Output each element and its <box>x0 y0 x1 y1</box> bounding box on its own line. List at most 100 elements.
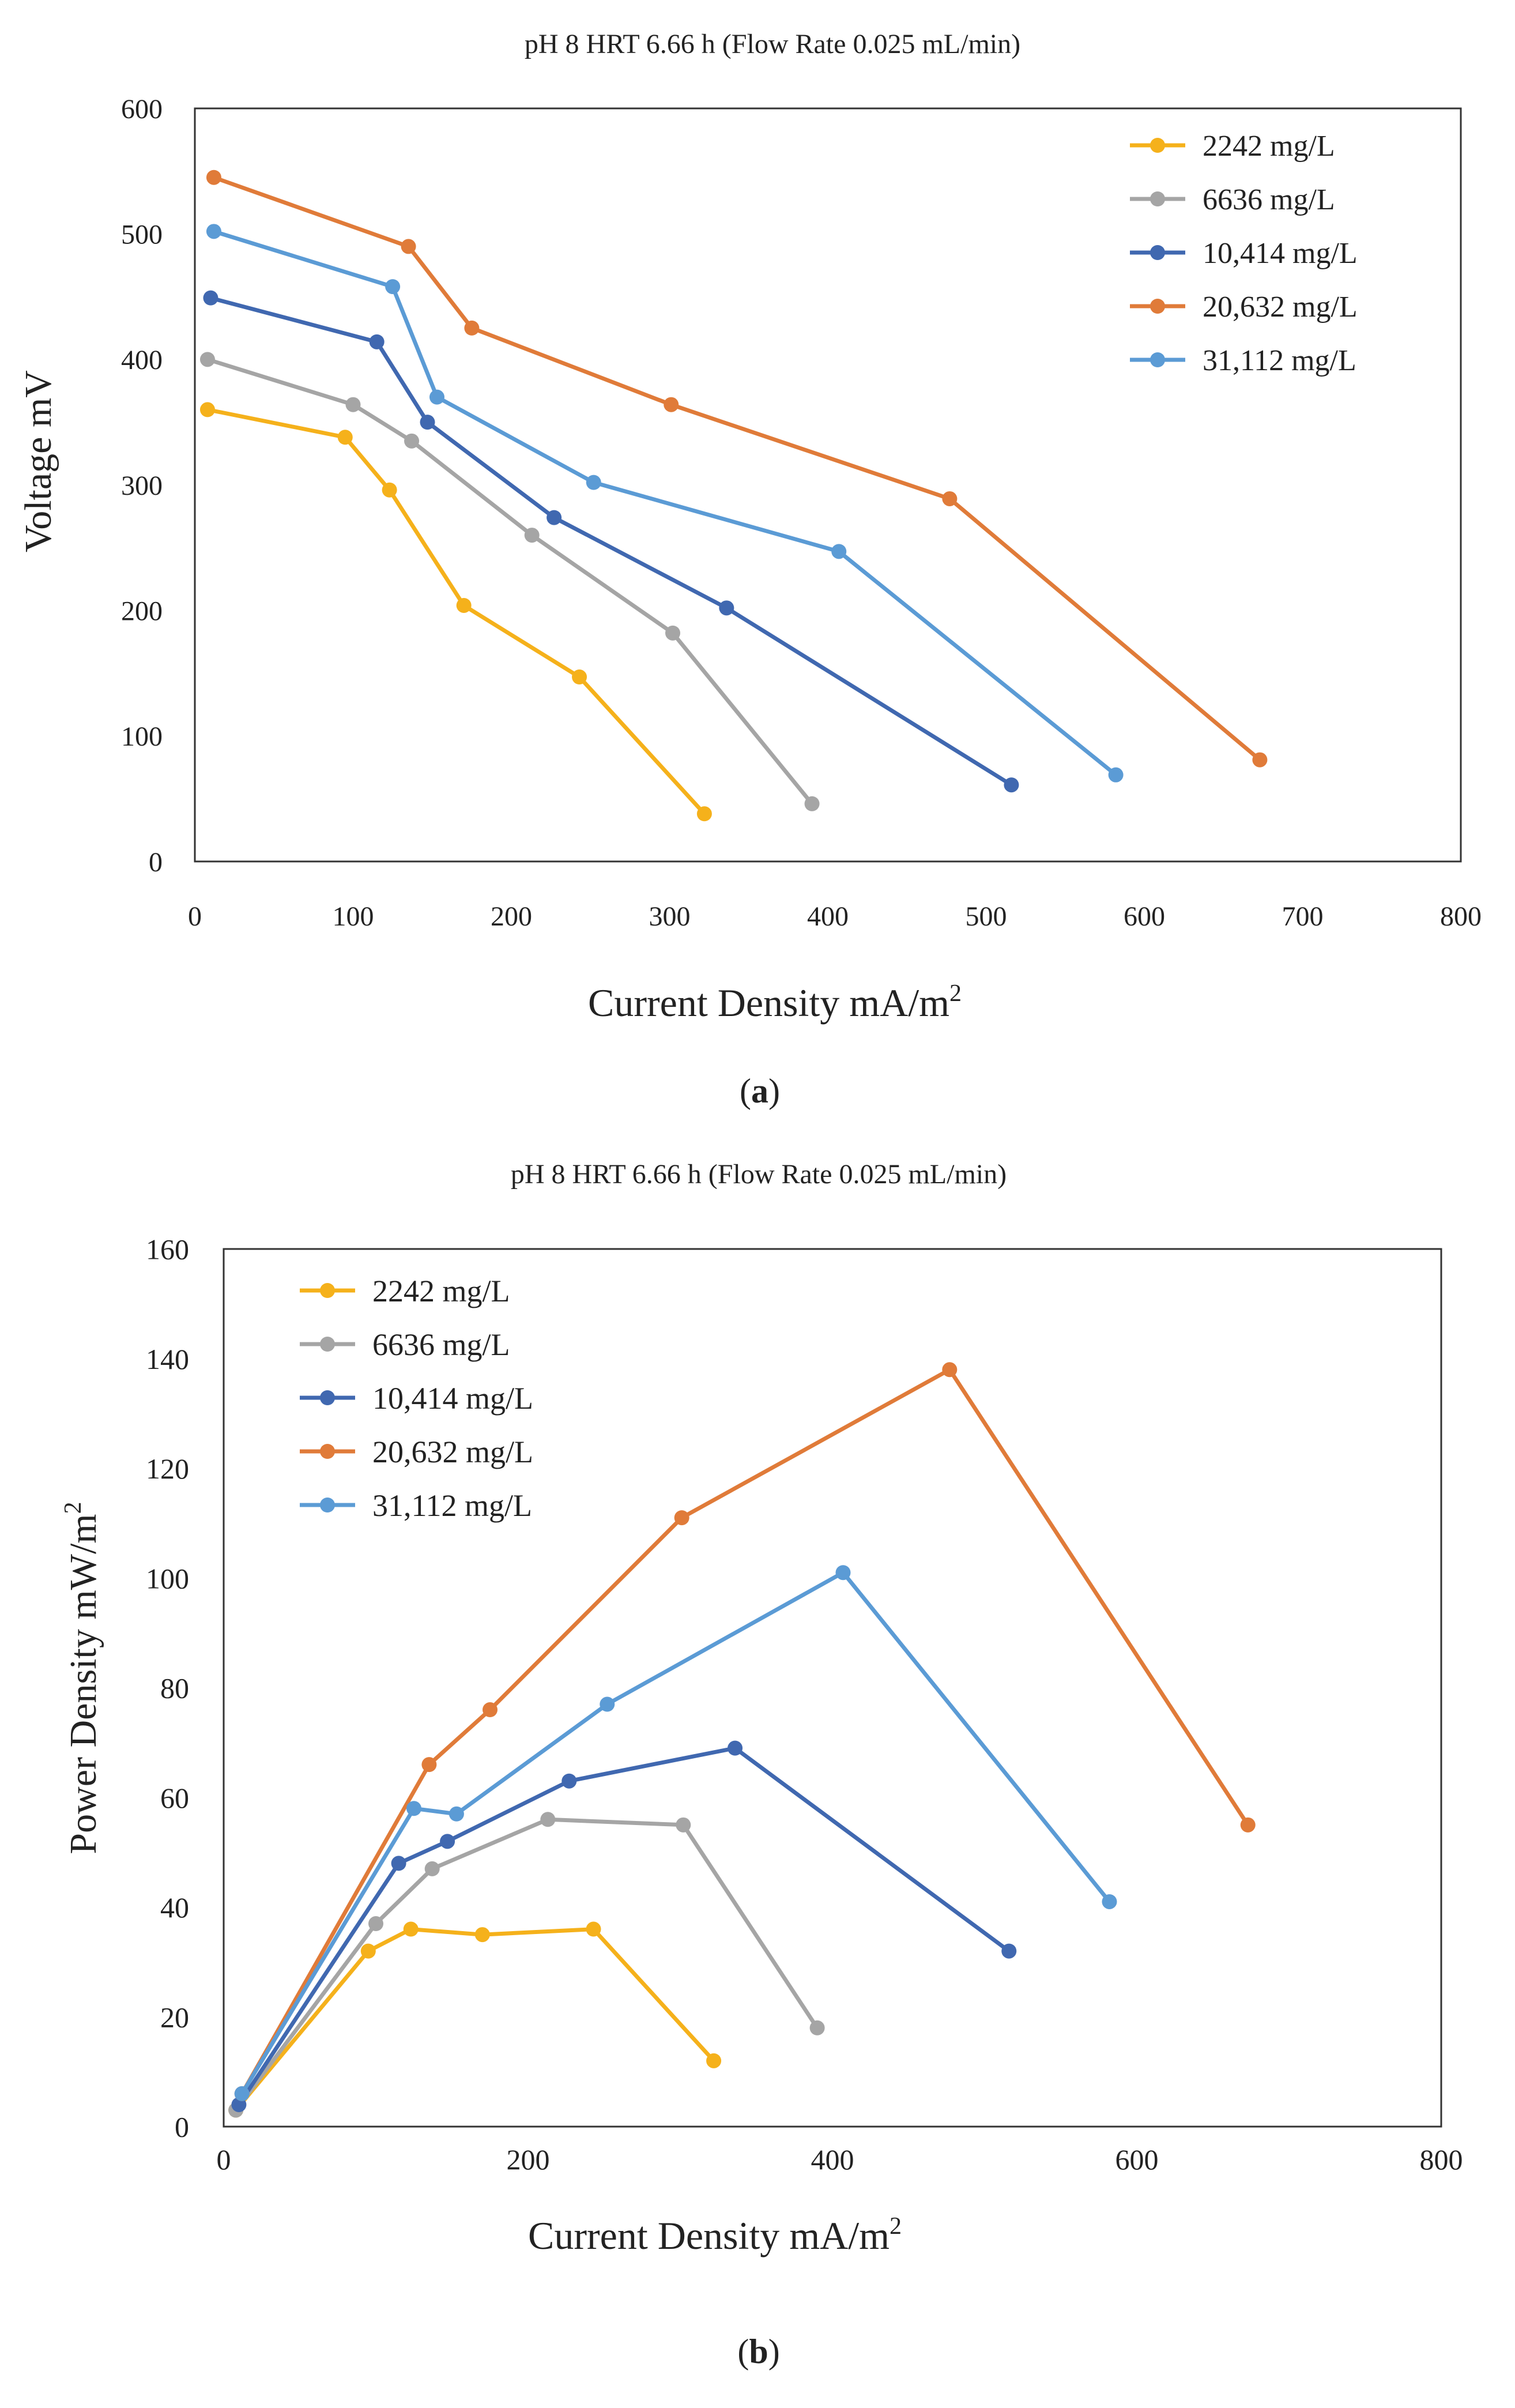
panel-a-chart: pH 8 HRT 6.66 h (Flow Rate 0.025 mL/min)… <box>17 29 1482 1110</box>
panel-a-legend-marker-6636-mg-l <box>1150 191 1165 206</box>
panel-a-data-point-20-632-mg-l <box>1252 752 1268 767</box>
panel-a-x-tick-label: 0 <box>188 901 202 932</box>
panel-b-x-tick-label: 400 <box>811 2143 854 2176</box>
panel-a-x-tick-label: 300 <box>649 901 691 932</box>
panel-a-x-tick-label: 100 <box>333 901 374 932</box>
panel-b-y-tick-label: 0 <box>175 2111 189 2143</box>
panel-a-x-tick-label: 200 <box>491 901 532 932</box>
panel-a-data-point-20-632-mg-l <box>206 170 221 185</box>
panel-a-legend-marker-10-414-mg-l <box>1150 245 1165 260</box>
panel-b-title: pH 8 HRT 6.66 h (Flow Rate 0.025 mL/min) <box>511 1159 1007 1190</box>
panel-b-x-tick-label: 200 <box>507 2143 550 2176</box>
panel-a-data-point-10-414-mg-l <box>369 334 385 349</box>
panel-a-data-point-31-112-mg-l <box>206 224 221 239</box>
panel-a-legend-marker-20-632-mg-l <box>1150 299 1165 314</box>
panel-a-legend-marker-31-112-mg-l <box>1150 352 1165 367</box>
panel-b-y-tick-label: 20 <box>160 2001 189 2033</box>
panel-b-label-letter: b <box>749 2332 768 2371</box>
panel-b-data-point-10-414-mg-l <box>440 1834 455 1849</box>
panel-a-x-axis-label-text: Current Density mA/m <box>588 981 949 1025</box>
panel-b-x-tick-label: 0 <box>217 2143 231 2176</box>
panel-a-data-point-2242-mg-l <box>337 430 353 445</box>
panel-b-y-axis-label-superscript: 2 <box>60 1502 86 1514</box>
panel-a-data-point-10-414-mg-l <box>547 510 562 525</box>
panel-b-x-tick-label: 800 <box>1420 2143 1463 2176</box>
panel-b-data-point-2242-mg-l <box>586 1921 601 1937</box>
panel-a-series-group <box>199 170 1268 822</box>
panel-b-legend-marker-10-414-mg-l <box>320 1390 335 1405</box>
panel-b-x-axis-label: Current Density mA/m2 <box>528 2213 902 2258</box>
panel-b-data-point-2242-mg-l <box>360 1943 376 1959</box>
panel-a-data-point-10-414-mg-l <box>1004 777 1019 793</box>
panel-b-data-point-31-112-mg-l <box>234 2086 250 2101</box>
panel-a-data-point-31-112-mg-l <box>385 279 401 295</box>
panel-b-series-line-2242-mg-l <box>233 1927 716 2112</box>
panel-a-series-line-10-414-mg-l <box>208 296 1013 787</box>
panel-b-data-point-10-414-mg-l <box>728 1740 743 1756</box>
panel-a-data-point-6636-mg-l <box>804 796 820 811</box>
panel-a-data-point-2242-mg-l <box>382 482 397 498</box>
panel-b-legend-marker-6636-mg-l <box>320 1337 335 1352</box>
panel-a-x-tick-label: 400 <box>807 901 849 932</box>
panel-a-data-point-31-112-mg-l <box>429 389 444 405</box>
panel-b-x-axis-label-superscript: 2 <box>890 2213 902 2240</box>
panel-a-x-axis-label: Current Density mA/m2 <box>588 980 962 1025</box>
panel-a-data-point-20-632-mg-l <box>401 239 416 254</box>
panel-b-y-tick-label: 140 <box>146 1343 189 1375</box>
panel-b-data-point-31-112-mg-l <box>835 1565 851 1581</box>
panel-b-data-point-6636-mg-l <box>540 1812 556 1827</box>
panel-b-y-tick-label: 100 <box>146 1562 189 1594</box>
panel-b-y-axis-label-text: Power Density mW/m <box>62 1514 104 1854</box>
panel-b-legend: 2242 mg/L 6636 mg/L 10,414 mg/L 20,632 mg/L… <box>300 1274 533 1523</box>
panel-b-legend-marker-31-112-mg-l <box>320 1498 335 1512</box>
panel-b-series-group <box>228 1362 1256 2118</box>
panel-b-y-tick-label: 120 <box>146 1453 189 1485</box>
panel-a-y-tick-label: 500 <box>121 219 163 250</box>
panel-a-data-point-31-112-mg-l <box>831 544 847 559</box>
panel-b-y-tick-label: 160 <box>146 1233 189 1266</box>
panel-b-label: (b) <box>737 2332 779 2371</box>
panel-a-data-point-31-112-mg-l <box>586 475 601 490</box>
panel-b-data-point-2242-mg-l <box>474 1927 490 1943</box>
panel-a-legend-marker-2242-mg-l <box>1150 138 1165 153</box>
panel-a-data-point-6636-mg-l <box>404 433 420 449</box>
panel-b-series-line-31-112-mg-l <box>240 1570 1111 2096</box>
panel-b-legend-label-31-112-mg-l: 31,112 mg/L <box>372 1488 532 1523</box>
panel-a-data-point-10-414-mg-l <box>203 290 218 306</box>
panel-a-data-point-6636-mg-l <box>665 625 680 641</box>
panel-a-data-point-2242-mg-l <box>199 402 215 417</box>
panel-a-series-line-6636-mg-l <box>205 357 814 806</box>
panel-b-legend-label-2242-mg-l: 2242 mg/L <box>372 1274 510 1308</box>
panel-b-series-line-10-414-mg-l <box>236 1746 1011 2107</box>
panel-a-data-point-20-632-mg-l <box>942 491 958 506</box>
panel-a-legend-label-2242-mg-l: 2242 mg/L <box>1203 130 1335 163</box>
panel-a-legend-label-20-632-mg-l: 20,632 mg/L <box>1203 291 1358 323</box>
panel-b-data-point-6636-mg-l <box>424 1861 440 1876</box>
panel-b-data-point-20-632-mg-l <box>1240 1817 1256 1833</box>
panel-b-legend-label-20-632-mg-l: 20,632 mg/L <box>372 1435 533 1469</box>
panel-b-x-tick-label: 600 <box>1115 2143 1159 2176</box>
panel-a-y-axis-label: Voltage mV <box>17 370 59 552</box>
panel-b-data-point-2242-mg-l <box>403 1921 419 1937</box>
panel-a-legend: 2242 mg/L 6636 mg/L 10,414 mg/L 20,632 mg/L… <box>1130 130 1358 377</box>
panel-b-y-tick-labels: 0 20 40 60 80 100 120 140 160 <box>146 1233 189 2143</box>
panel-a-data-point-2242-mg-l <box>696 806 712 822</box>
panel-b-data-point-10-414-mg-l <box>561 1773 577 1789</box>
panel-b-data-point-20-632-mg-l <box>942 1362 958 1378</box>
panel-a-y-tick-labels: 0 100 200 300 400 500 600 <box>121 94 163 878</box>
panel-b-x-axis-label-text: Current Density mA/m <box>528 2214 890 2258</box>
panel-a-x-axis-label-superscript: 2 <box>949 980 962 1007</box>
panel-b-series-line-20-632-mg-l <box>240 1367 1250 2096</box>
panel-a-series-line-20-632-mg-l <box>212 175 1262 762</box>
panel-b-legend-label-6636-mg-l: 6636 mg/L <box>372 1327 510 1362</box>
panel-b-data-point-31-112-mg-l <box>449 1806 464 1822</box>
panel-a-legend-label-10-414-mg-l: 10,414 mg/L <box>1203 237 1358 270</box>
panel-a-data-point-2242-mg-l <box>572 669 587 685</box>
panel-b-legend-marker-2242-mg-l <box>320 1283 335 1298</box>
panel-a-y-tick-label: 0 <box>149 847 163 878</box>
panel-a-data-point-20-632-mg-l <box>464 320 480 336</box>
panel-a-data-point-20-632-mg-l <box>664 397 679 412</box>
panel-b-legend-marker-20-632-mg-l <box>320 1444 335 1459</box>
panel-b-data-point-31-112-mg-l <box>1102 1894 1117 1909</box>
panel-a-data-point-31-112-mg-l <box>1108 767 1124 782</box>
